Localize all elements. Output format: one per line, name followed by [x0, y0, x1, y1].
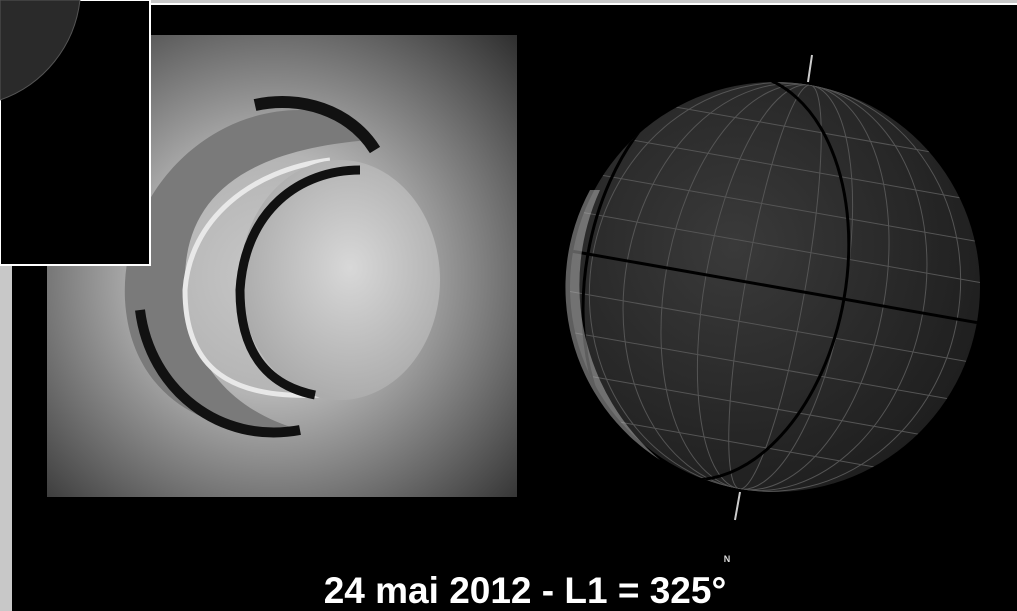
- globe: [537, 54, 1013, 521]
- caption: 24 mai 2012 - L1 = 325°: [324, 570, 727, 611]
- inset: [0, 0, 151, 266]
- north-label: N: [724, 554, 731, 564]
